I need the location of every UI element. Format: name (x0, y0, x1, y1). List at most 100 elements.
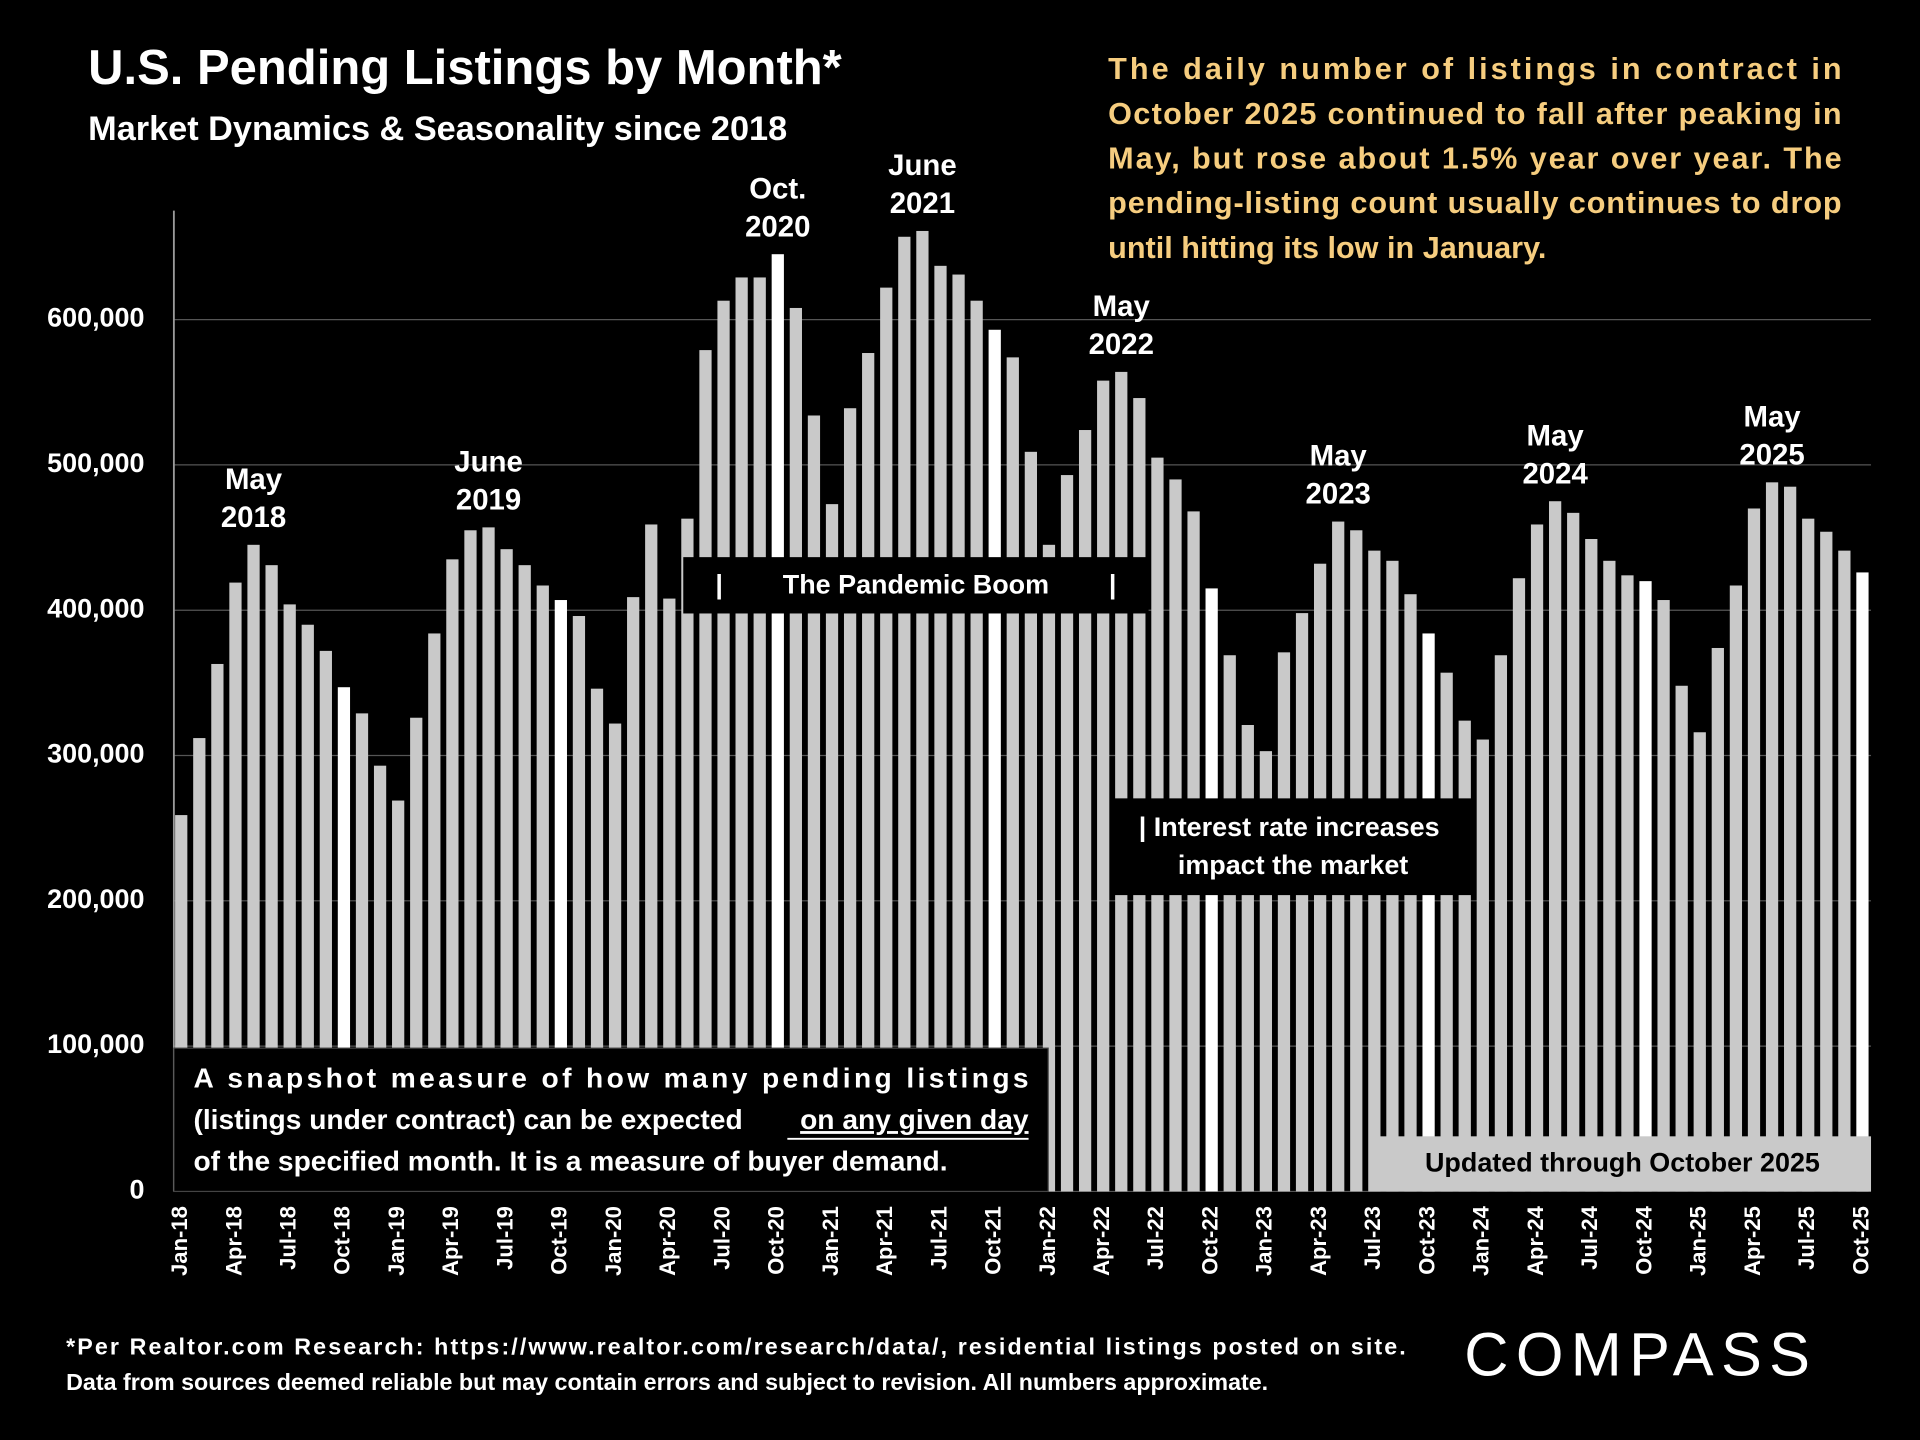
x-tick-label: Jul-20 (709, 1206, 734, 1270)
bar (825, 504, 839, 1192)
bar (1512, 578, 1526, 1192)
bar (735, 277, 748, 1192)
x-tick-label: Jul-22 (1143, 1206, 1168, 1270)
x-tick-label: Jan-18 (167, 1206, 192, 1276)
y-tick-label: 200,000 (47, 884, 144, 914)
peak-label: 2023 (1306, 478, 1371, 511)
note-box (173, 1047, 1049, 1193)
x-tick-label: Jul-19 (492, 1206, 517, 1270)
bar (952, 274, 965, 1192)
y-tick-label: 600,000 (47, 303, 144, 333)
bar (283, 604, 296, 1192)
bar (1277, 652, 1291, 1192)
bar (1494, 655, 1508, 1192)
bar (1838, 550, 1851, 1192)
footnote: *Per Realtor.com Research: https://www.r… (66, 1333, 1406, 1395)
bar (681, 518, 694, 1192)
bar (880, 287, 893, 1192)
annotations: May 2018 June 2019 Oct. 2020 June 2021 May 2022 Ma… (173, 149, 1872, 1193)
bar (1784, 486, 1797, 1192)
chart-title: U.S. Pending Listings by Month* (88, 41, 843, 95)
y-tick-label: 300,000 (47, 739, 144, 769)
bar (1530, 524, 1544, 1192)
side-note-line: The daily number of listings in contract… (1108, 52, 1841, 86)
note-line: (listings under contract) can be expecte… (193, 1104, 742, 1135)
x-tick-label: Oct-24 (1631, 1205, 1656, 1274)
bar (1729, 585, 1743, 1192)
x-tick-label: Jan-21 (818, 1206, 843, 1276)
bar (518, 565, 531, 1192)
peak-label: Oct. (749, 172, 806, 205)
peak-label: 2021 (890, 187, 955, 220)
peak-label: May (1527, 419, 1585, 452)
bar (789, 307, 802, 1192)
bar (1295, 613, 1309, 1192)
x-tick-label: Apr-23 (1306, 1206, 1331, 1276)
peak-label: May (1310, 440, 1368, 473)
bar (536, 585, 549, 1192)
bar (1115, 371, 1128, 1192)
peak-label: June (888, 149, 957, 182)
x-tick-label: Oct-25 (1848, 1206, 1873, 1275)
x-tick-label: Apr-25 (1740, 1206, 1765, 1276)
x-tick-label: Oct-19 (547, 1206, 572, 1275)
bar (1060, 475, 1074, 1192)
side-note: The daily number of listings in contract… (1108, 52, 1841, 265)
x-tick-label: Jan-23 (1252, 1206, 1277, 1276)
bar (1802, 518, 1815, 1192)
x-tick-label: Jul-18 (276, 1206, 301, 1270)
bar (1422, 633, 1435, 1192)
x-tick-label: Jan-19 (384, 1206, 409, 1276)
x-tick-label: Apr-18 (221, 1206, 246, 1276)
peak-label: May (1743, 400, 1801, 433)
updated-box (1368, 1136, 1872, 1192)
chart-subtitle: Market Dynamics & Seasonality since 2018 (88, 110, 787, 148)
rates-box (1114, 798, 1472, 896)
footnote-line: *Per Realtor.com Research: https://www.r… (66, 1333, 1406, 1359)
x-tick-label: Oct-23 (1414, 1206, 1439, 1275)
y-tick-label: 500,000 (47, 448, 144, 478)
bar (1458, 720, 1471, 1192)
bar (1549, 501, 1562, 1192)
bar (988, 329, 1001, 1192)
side-note-line: pending-listing count usually continues … (1108, 186, 1841, 220)
bar (1621, 575, 1634, 1192)
bar (1657, 600, 1670, 1192)
bar (1042, 544, 1056, 1192)
side-note-line: until hitting its low in January. (1108, 231, 1546, 265)
updated-label: Updated through October 2025 (1425, 1148, 1820, 1178)
bar (970, 300, 983, 1192)
peak-label: May (1093, 290, 1151, 323)
rates-label: | Interest rate increases (1139, 812, 1440, 842)
bar (663, 598, 676, 1192)
pandemic-box (683, 557, 1149, 614)
bar (482, 527, 495, 1192)
x-tick-label: Apr-19 (438, 1206, 463, 1276)
bar (1440, 672, 1453, 1192)
peak-label: 2019 (456, 483, 521, 516)
peak-label: 2022 (1089, 328, 1154, 361)
peak-label: May (225, 463, 283, 496)
note-underlined: on any given day (800, 1104, 1029, 1135)
bar (627, 597, 640, 1192)
x-tick-label: Jul-21 (926, 1206, 951, 1270)
bar (446, 559, 459, 1192)
y-tick-label: 400,000 (47, 593, 144, 623)
note-line: of the specified month. It is a measure … (193, 1146, 947, 1177)
bar (1567, 512, 1580, 1192)
bar (645, 524, 658, 1192)
note-line: A snapshot measure of how many pending l… (193, 1062, 1028, 1093)
bar (1241, 724, 1254, 1192)
bar (1024, 451, 1037, 1192)
side-note-line: May, but rose about 1.5% year over year.… (1108, 142, 1841, 176)
bar (1133, 398, 1146, 1192)
bar (1820, 531, 1833, 1192)
bar (1603, 560, 1616, 1192)
bar (1765, 482, 1779, 1192)
y-tick-label: 0 (130, 1175, 145, 1205)
peak-label: June (454, 445, 523, 478)
x-tick-label: Jan-24 (1469, 1205, 1494, 1276)
bar (1675, 685, 1688, 1192)
x-tick-label: Jan-22 (1035, 1206, 1060, 1276)
